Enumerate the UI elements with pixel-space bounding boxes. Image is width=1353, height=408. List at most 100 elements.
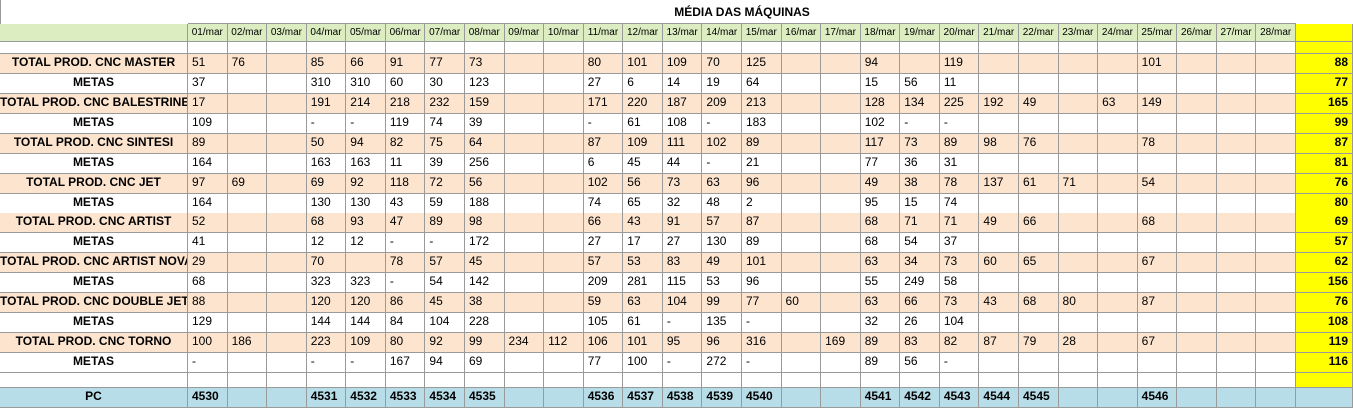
blank-row-cell[interactable] — [781, 42, 822, 54]
total-prod-cell[interactable] — [227, 94, 268, 114]
metas-cell[interactable]: 54 — [425, 272, 465, 293]
metas-cell[interactable]: 15 — [900, 193, 940, 214]
average-cell[interactable]: 76 — [1296, 174, 1353, 194]
blank-row-label[interactable] — [0, 42, 188, 54]
metas-cell[interactable]: 188 — [464, 193, 505, 214]
total-prod-cell[interactable]: 80 — [583, 54, 624, 74]
total-prod-cell[interactable]: 149 — [1137, 94, 1178, 114]
blank-row-average[interactable] — [1296, 42, 1353, 54]
metas-cell[interactable]: - — [583, 113, 624, 134]
metas-cell[interactable] — [1018, 232, 1059, 253]
metas-cell[interactable] — [1058, 352, 1099, 373]
total-prod-cell[interactable]: 45 — [425, 293, 465, 313]
total-prod-cell[interactable]: 50 — [306, 134, 347, 154]
metas-cell[interactable]: 69 — [464, 352, 505, 373]
metas-cell[interactable]: 48 — [702, 193, 742, 214]
total-prod-cell[interactable] — [1177, 213, 1217, 233]
metas-cell[interactable]: 37 — [939, 232, 980, 253]
total-prod-cell[interactable]: 234 — [504, 333, 545, 353]
pc-cell[interactable]: 4535 — [464, 388, 505, 408]
metas-cell[interactable]: 100 — [623, 352, 663, 373]
total-prod-cell[interactable]: 109 — [662, 54, 703, 74]
total-prod-cell[interactable]: 63 — [623, 293, 663, 313]
total-prod-cell[interactable]: 171 — [583, 94, 624, 114]
metas-cell[interactable]: - — [741, 352, 782, 373]
total-prod-cell[interactable]: 91 — [385, 54, 426, 74]
date-header-cell[interactable]: 05/mar — [346, 24, 386, 42]
metas-cell[interactable]: 56 — [900, 352, 940, 373]
total-prod-cell[interactable]: 76 — [227, 54, 268, 74]
metas-cell[interactable]: - — [939, 352, 980, 373]
blank-row-cell[interactable] — [267, 42, 307, 54]
metas-cell[interactable]: 163 — [306, 153, 347, 174]
date-header-cell[interactable]: 12/mar — [623, 24, 663, 42]
metas-cell[interactable]: 17 — [623, 232, 663, 253]
blank-row-cell[interactable] — [900, 373, 940, 388]
pc-cell[interactable]: 4539 — [702, 388, 742, 408]
metas-cell[interactable]: 36 — [900, 153, 940, 174]
pc-cell[interactable]: 4538 — [662, 388, 703, 408]
metas-cell[interactable]: 19 — [702, 73, 742, 94]
metas-cell[interactable] — [1018, 272, 1059, 293]
metas-cell[interactable] — [1137, 153, 1178, 174]
blank-row-cell[interactable] — [583, 42, 624, 54]
total-prod-cell[interactable]: 159 — [464, 94, 505, 114]
total-prod-cell[interactable] — [781, 54, 822, 74]
metas-cell[interactable] — [1098, 113, 1138, 134]
metas-cell[interactable]: 11 — [939, 73, 980, 94]
metas-cell[interactable]: 55 — [860, 272, 901, 293]
metas-cell[interactable]: 21 — [741, 153, 782, 174]
total-prod-cell[interactable]: 109 — [623, 134, 663, 154]
metas-cell[interactable]: 272 — [702, 352, 742, 373]
total-prod-cell[interactable]: 61 — [1018, 174, 1059, 194]
total-prod-cell[interactable] — [267, 174, 307, 194]
pc-cell[interactable]: 4532 — [346, 388, 386, 408]
metas-cell[interactable]: 119 — [385, 113, 426, 134]
metas-cell[interactable] — [504, 153, 545, 174]
date-header-cell[interactable]: 15/mar — [741, 24, 782, 42]
total-prod-cell[interactable]: 89 — [188, 134, 228, 154]
date-header-cell[interactable]: 08/mar — [464, 24, 505, 42]
total-prod-cell[interactable]: 98 — [979, 134, 1019, 154]
blank-row-cell[interactable] — [227, 373, 268, 388]
metas-cell[interactable]: 6 — [583, 153, 624, 174]
average-cell[interactable]: 80 — [1296, 193, 1353, 214]
pc-cell[interactable]: 4546 — [1137, 388, 1178, 408]
metas-cell[interactable]: - — [188, 352, 228, 373]
metas-cell[interactable]: 39 — [425, 153, 465, 174]
total-prod-cell[interactable]: 119 — [939, 54, 980, 74]
total-prod-cell[interactable]: 120 — [306, 293, 347, 313]
metas-label[interactable]: METAS — [0, 113, 188, 134]
pc-cell[interactable]: 4537 — [623, 388, 663, 408]
blank-row-cell[interactable] — [1137, 42, 1178, 54]
total-prod-cell[interactable]: 232 — [425, 94, 465, 114]
metas-cell[interactable]: 95 — [860, 193, 901, 214]
total-prod-cell[interactable]: 111 — [662, 134, 703, 154]
total-prod-cell[interactable] — [1098, 213, 1138, 233]
total-prod-cell[interactable]: 28 — [1058, 333, 1099, 353]
date-header-cell[interactable]: 14/mar — [702, 24, 742, 42]
metas-cell[interactable] — [267, 352, 307, 373]
total-prod-cell[interactable]: 56 — [464, 174, 505, 194]
total-prod-cell[interactable]: 66 — [1018, 213, 1059, 233]
metas-cell[interactable]: 105 — [583, 312, 624, 333]
total-prod-cell[interactable]: 214 — [346, 94, 386, 114]
metas-cell[interactable]: 65 — [623, 193, 663, 214]
pc-cell[interactable]: 4530 — [188, 388, 228, 408]
total-prod-cell[interactable] — [1256, 213, 1296, 233]
metas-cell[interactable]: 164 — [188, 153, 228, 174]
total-prod-cell[interactable]: 73 — [900, 134, 940, 154]
metas-cell[interactable] — [781, 73, 822, 94]
metas-cell[interactable] — [1098, 232, 1138, 253]
blank-row-cell[interactable] — [1137, 373, 1178, 388]
metas-cell[interactable] — [544, 312, 584, 333]
metas-cell[interactable]: - — [900, 113, 940, 134]
metas-cell[interactable]: 115 — [662, 272, 703, 293]
metas-cell[interactable]: 104 — [425, 312, 465, 333]
metas-cell[interactable]: 89 — [860, 352, 901, 373]
total-prod-cell[interactable]: 87 — [979, 333, 1019, 353]
total-prod-cell[interactable] — [504, 293, 545, 313]
metas-cell[interactable] — [1216, 73, 1257, 94]
total-prod-cell[interactable]: 69 — [306, 174, 347, 194]
metas-cell[interactable] — [781, 232, 822, 253]
